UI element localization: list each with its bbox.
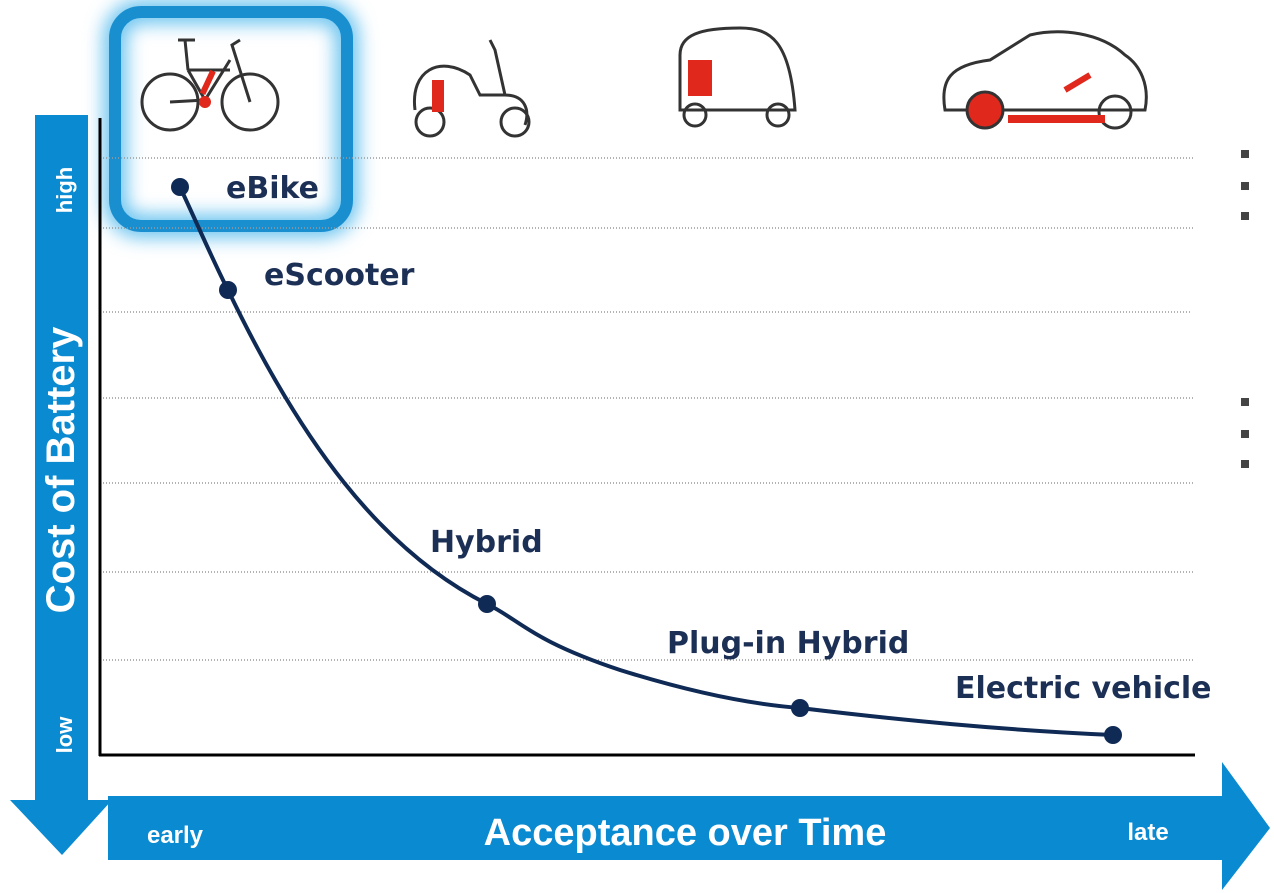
y-axis-title: Cost of Battery — [39, 326, 83, 613]
curve-points — [171, 178, 1122, 744]
node-label: Electric vehicle — [955, 671, 1212, 706]
node-label: eBike — [226, 171, 319, 206]
node-label: Hybrid — [430, 525, 543, 560]
node-label: eScooter — [264, 258, 415, 293]
node-label: Plug-in Hybrid — [667, 626, 909, 661]
escooter-icon — [412, 39, 531, 138]
ebike-icon — [140, 38, 280, 132]
x-axis-title: Acceptance over Time — [484, 812, 887, 854]
x-arrow — [108, 762, 1270, 890]
y-arrow — [10, 115, 112, 855]
small-car-icon — [678, 26, 797, 128]
y-high-label: high — [52, 167, 77, 213]
cost-curve — [178, 186, 1114, 737]
x-early-label: early — [147, 822, 204, 849]
bullets — [1241, 150, 1249, 468]
gridlines — [100, 157, 1195, 661]
car-icon — [942, 30, 1148, 130]
y-low-label: low — [52, 716, 77, 754]
x-late-label: late — [1127, 819, 1168, 846]
highlight-box — [109, 6, 353, 232]
